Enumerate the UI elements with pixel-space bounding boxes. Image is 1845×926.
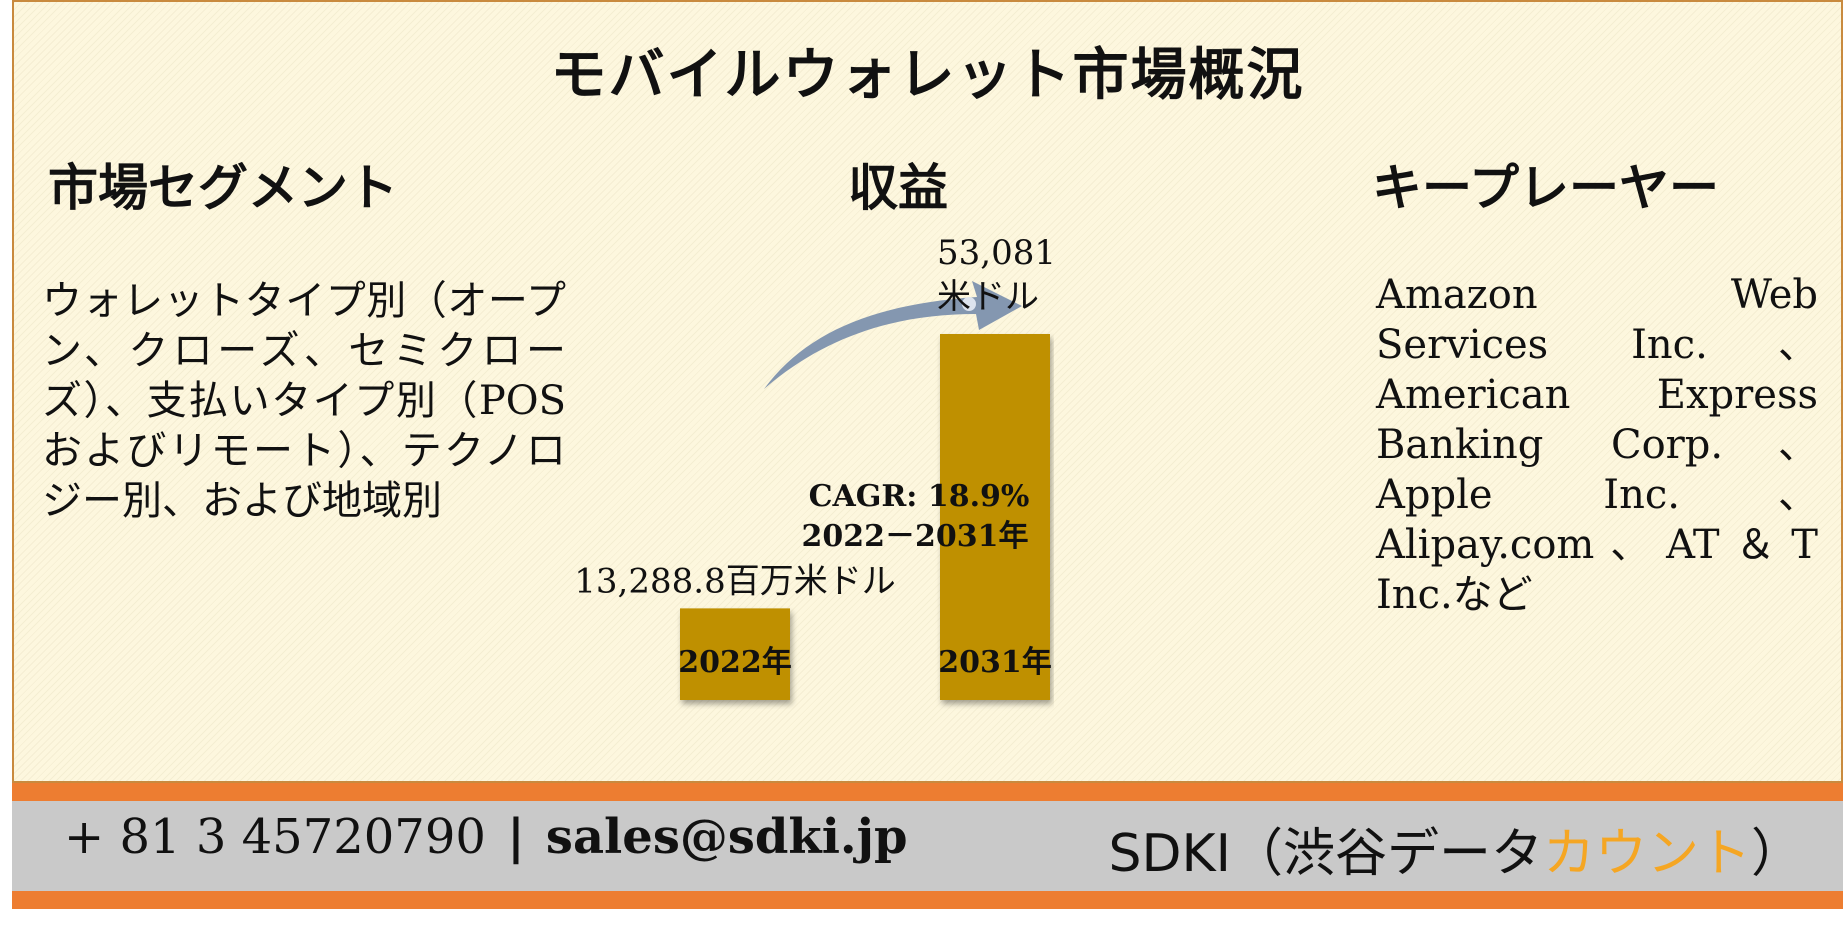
bar-2031年 — [940, 334, 1050, 700]
cagr-annotation: CAGR: 18.9% — [809, 479, 1030, 514]
email-link[interactable]: sales@sdki.jp — [545, 809, 908, 865]
footer-bar: + 81 3 45720790 | sales@sdki.jp SDKI（渋谷デ… — [12, 783, 1843, 909]
overview-panel: モバイルウォレット市場概況 市場セグメント 収益 キープレーヤー ウォレットタイ… — [12, 0, 1843, 783]
bar-value-label: 米ドル — [937, 277, 1039, 317]
page-title: モバイルウォレット市場概況 — [550, 42, 1305, 108]
brand-main: SDKI（渋谷データ — [1108, 824, 1543, 884]
phone-number[interactable]: + 81 3 45720790 — [64, 809, 486, 865]
revenue-heading: 収益 — [848, 158, 948, 217]
cagr-period-annotation: 2022－2031年 — [802, 519, 1029, 554]
bar-value-label: 53,081.4百万 — [937, 233, 1054, 273]
contact-separator: | — [507, 809, 525, 865]
key-players-text: Amazon Web Services Inc.、American Expres… — [1376, 272, 1818, 618]
segments-heading: 市場セグメント — [48, 158, 398, 217]
revenue-chart: 2022年 13,288.8百万米ドル 2031年 53,081.4百万米ドル CAGR… — [574, 233, 1054, 700]
growth-arrow — [764, 281, 1022, 389]
bar-category-label: 2022年 — [678, 645, 792, 680]
bar-2022年 — [680, 608, 790, 700]
key-players-heading: キープレーヤー — [1372, 158, 1719, 217]
brand-name: SDKI（渋谷データカウント） — [1108, 811, 1803, 886]
brand-close: ） — [1750, 824, 1803, 884]
brand-accent: カウント — [1542, 824, 1751, 884]
bar-category-label: 2031年 — [938, 645, 1052, 680]
segments-text: ウォレットタイプ別（オープン、クローズ、セミクローズ）、支払いタイプ別（POSお… — [42, 278, 566, 524]
footer-inner: + 81 3 45720790 | sales@sdki.jp SDKI（渋谷デ… — [12, 801, 1843, 891]
arrow-highlight-dot — [962, 297, 976, 311]
bar-value-label: 13,288.8百万米ドル — [574, 561, 895, 601]
contact-line: + 81 3 45720790 | sales@sdki.jp — [64, 809, 908, 865]
